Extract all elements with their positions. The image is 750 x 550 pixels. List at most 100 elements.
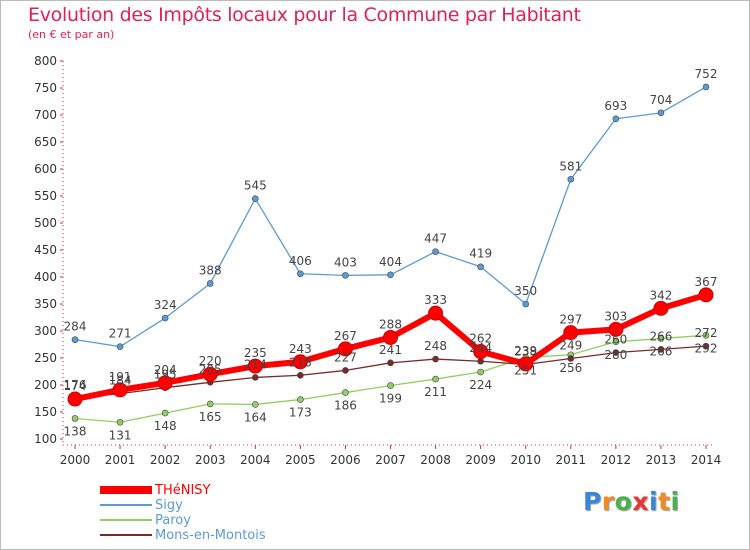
data-point-paroy xyxy=(657,335,665,342)
data-point-paroy xyxy=(702,332,710,339)
data-label-paroy: 131 xyxy=(109,428,132,442)
data-label-sigy: 704 xyxy=(649,93,672,107)
data-point-thenisy xyxy=(67,391,83,407)
data-point-thenisy xyxy=(518,356,534,372)
data-point-sigy xyxy=(477,263,484,271)
y-tick-label: 250 xyxy=(34,351,57,365)
y-tick-label: 650 xyxy=(34,135,57,149)
y-tick-label: 500 xyxy=(34,216,57,230)
data-point-thenisy xyxy=(337,341,353,357)
data-point-mons-en-montois xyxy=(612,349,620,356)
data-point-thenisy xyxy=(608,321,624,337)
data-label-thenisy: 297 xyxy=(559,313,582,327)
data-point-mons-en-montois xyxy=(297,371,304,379)
x-tick-label: 2010 xyxy=(510,453,541,467)
data-label-thenisy: 174 xyxy=(64,379,87,393)
data-label-paroy: 173 xyxy=(289,406,312,420)
data-label-mons-en-montois: 227 xyxy=(334,350,357,364)
data-point-thenisy xyxy=(563,325,579,341)
data-label-sigy: 419 xyxy=(469,247,492,261)
data-label-sigy: 404 xyxy=(379,255,402,269)
data-point-mons-en-montois xyxy=(342,367,349,374)
data-label-sigy: 284 xyxy=(64,320,87,334)
x-tick-label: 2008 xyxy=(420,453,451,467)
data-label-thenisy: 288 xyxy=(379,317,402,331)
proxiti-logo: Proxiti xyxy=(583,487,680,516)
data-point-sigy xyxy=(342,272,349,279)
data-point-mons-en-montois xyxy=(567,355,575,362)
data-point-paroy xyxy=(612,338,620,346)
data-point-mons-en-montois xyxy=(432,355,439,363)
data-point-sigy xyxy=(657,109,665,117)
data-point-paroy xyxy=(297,396,304,403)
logo-letter: i xyxy=(670,487,680,516)
chart-subtitle: (en € et par an) xyxy=(28,28,115,41)
data-point-thenisy xyxy=(473,344,489,360)
data-label-paroy: 148 xyxy=(154,419,177,433)
data-point-sigy xyxy=(71,336,79,343)
x-tick-label: 2005 xyxy=(285,453,316,467)
x-tick-label: 2003 xyxy=(195,453,226,467)
data-label-sigy: 447 xyxy=(424,232,447,246)
data-point-mons-en-montois xyxy=(477,357,484,365)
data-point-thenisy xyxy=(428,305,444,321)
data-point-sigy xyxy=(161,314,169,322)
y-tick-label: 700 xyxy=(34,108,57,122)
data-point-thenisy xyxy=(157,375,173,391)
data-label-sigy: 271 xyxy=(109,327,132,341)
data-label-mons-en-montois: 184 xyxy=(109,374,132,388)
data-point-paroy xyxy=(477,368,484,376)
data-label-thenisy: 235 xyxy=(244,346,267,360)
logo-letter: P xyxy=(583,487,602,516)
data-point-paroy xyxy=(342,389,349,396)
y-tick-label: 100 xyxy=(34,432,57,446)
y-tick-label: 550 xyxy=(34,189,57,203)
y-tick-label: 750 xyxy=(34,81,57,95)
y-tick-label: 350 xyxy=(34,297,57,311)
data-label-mons-en-montois: 249 xyxy=(559,339,582,353)
data-label-thenisy: 342 xyxy=(649,288,672,302)
logo-letter: r xyxy=(601,487,615,516)
y-tick-label: 600 xyxy=(34,162,57,176)
data-point-thenisy xyxy=(698,287,714,303)
y-tick-label: 200 xyxy=(34,378,57,392)
data-point-mons-en-montois xyxy=(702,342,710,350)
data-label-thenisy: 239 xyxy=(514,344,537,358)
data-label-mons-en-montois: 214 xyxy=(244,357,267,371)
data-label-thenisy: 243 xyxy=(289,342,312,356)
data-label-sigy: 693 xyxy=(604,99,627,113)
data-label-mons-en-montois: 260 xyxy=(604,333,627,347)
data-label-paroy: 138 xyxy=(64,424,87,438)
data-label-mons-en-montois: 176 xyxy=(64,378,87,392)
data-point-thenisy xyxy=(112,382,128,398)
data-point-sigy xyxy=(297,270,304,278)
data-point-sigy xyxy=(612,115,620,123)
data-label-paroy: 251 xyxy=(514,363,537,377)
legend-swatch-paroy xyxy=(100,519,152,521)
data-label-mons-en-montois: 195 xyxy=(154,368,177,382)
legend-label-sigy: Sigy xyxy=(155,498,183,513)
data-label-mons-en-montois: 218 xyxy=(289,355,312,369)
data-point-sigy xyxy=(702,83,710,91)
x-tick-label: 2006 xyxy=(330,453,361,467)
data-label-paroy: 224 xyxy=(469,378,492,392)
data-label-mons-en-montois: 241 xyxy=(379,343,402,357)
data-point-paroy xyxy=(116,418,124,426)
data-label-sigy: 350 xyxy=(514,284,537,298)
logo-letter: o xyxy=(614,487,633,516)
legend-label-thenisy: THéNISY xyxy=(155,483,211,498)
data-point-sigy xyxy=(522,300,530,308)
data-point-sigy xyxy=(116,343,124,350)
x-tick-label: 2009 xyxy=(465,453,496,467)
data-label-sigy: 581 xyxy=(559,159,582,173)
data-label-mons-en-montois: 238 xyxy=(514,344,537,358)
data-point-paroy xyxy=(432,375,439,383)
y-tick-label: 800 xyxy=(34,54,57,68)
legend-swatch-thenisy xyxy=(100,486,152,494)
data-label-paroy: 186 xyxy=(334,399,357,413)
data-label-thenisy: 191 xyxy=(109,370,132,384)
data-point-thenisy xyxy=(383,329,398,345)
data-point-paroy xyxy=(206,400,214,408)
data-label-paroy: 280 xyxy=(604,348,627,362)
